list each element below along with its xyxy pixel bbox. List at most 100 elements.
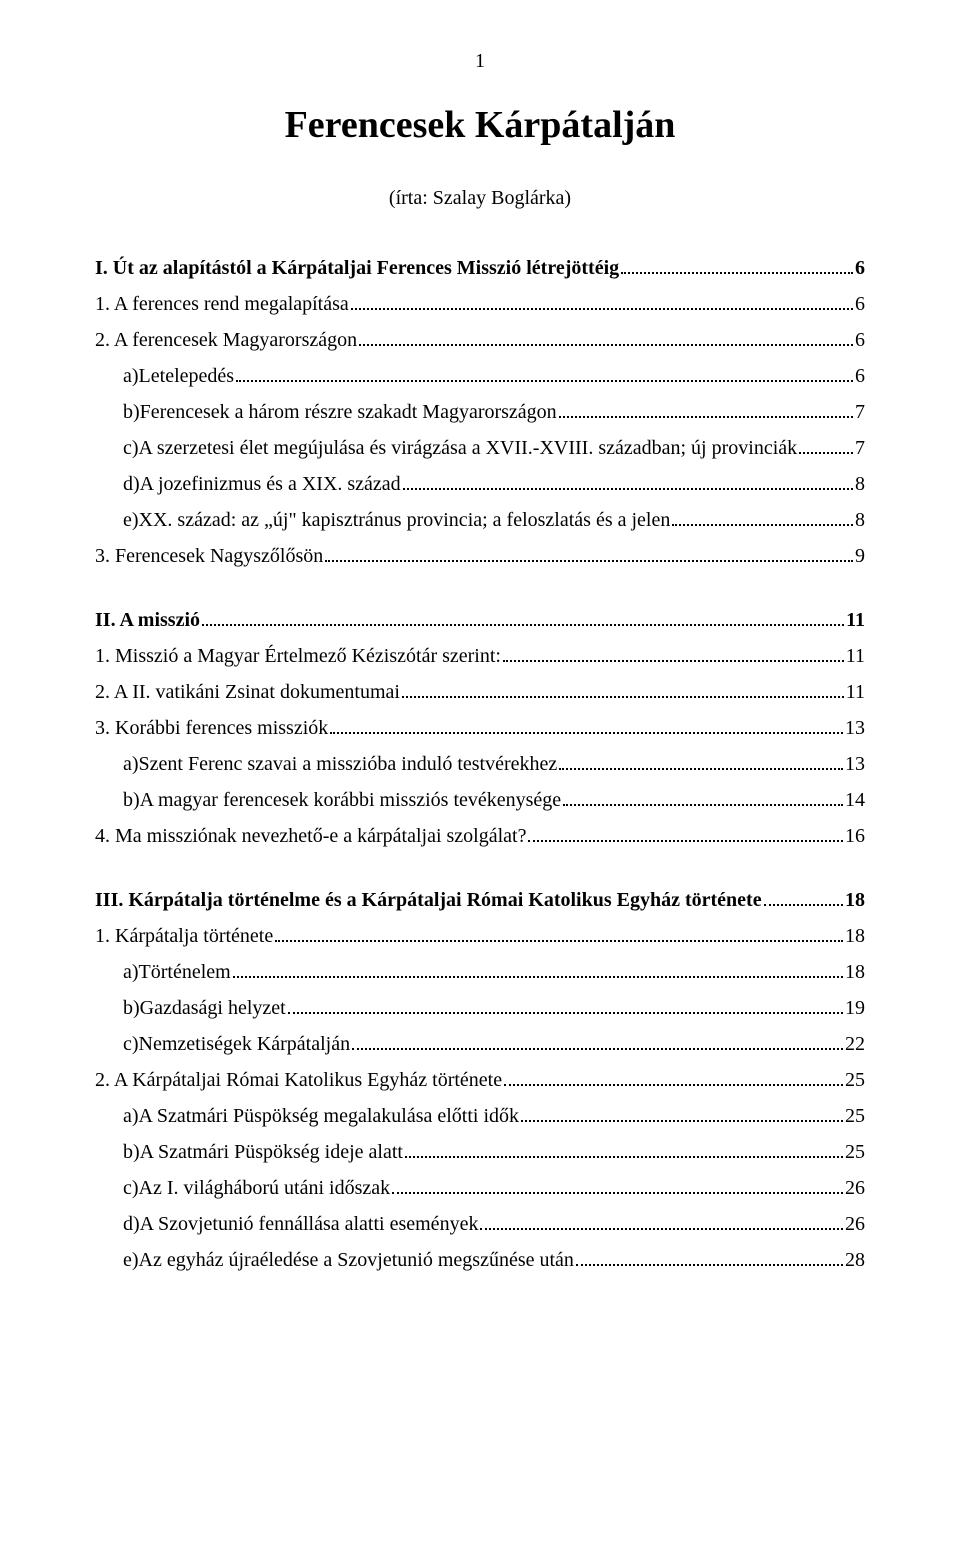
toc-entry-page: 19 <box>845 990 865 1026</box>
toc-entry-label: b)Ferencesek a három részre szakadt Magy… <box>123 394 557 430</box>
toc-entry-page: 11 <box>846 638 865 674</box>
toc-dots <box>352 1048 843 1050</box>
toc-entry-label: e)XX. század: az „új" kapisztránus provi… <box>123 502 670 538</box>
toc-entry-page: 11 <box>846 674 865 710</box>
toc-dots <box>392 1192 843 1194</box>
toc-dots <box>504 1084 843 1086</box>
toc-entry-page: 8 <box>855 466 865 502</box>
toc-entry-label: c)A szerzetesi élet megújulása és virágz… <box>123 430 797 466</box>
toc-entry-label: c)Az I. világháború utáni időszak <box>123 1170 390 1206</box>
toc-entry-page: 16 <box>845 818 865 854</box>
toc-entry-label: c)Nemzetiségek Kárpátalján <box>123 1026 350 1062</box>
toc-entry-page: 25 <box>845 1098 865 1134</box>
section-gap <box>95 854 865 882</box>
toc-entry: b)Ferencesek a három részre szakadt Magy… <box>95 394 865 430</box>
toc-dots <box>359 344 853 346</box>
toc-entry: III. Kárpátalja történelme és a Kárpátal… <box>95 882 865 918</box>
toc-entry-label: 2. A II. vatikáni Zsinat dokumentumai <box>95 674 400 710</box>
toc-entry-label: I. Út az alapítástól a Kárpátaljai Feren… <box>95 250 619 286</box>
toc-entry-label: 2. A Kárpátaljai Római Katolikus Egyház … <box>95 1062 502 1098</box>
toc-entry: 1. Kárpátalja története 18 <box>95 918 865 954</box>
toc-entry-page: 18 <box>845 882 865 918</box>
page-number: 1 <box>95 50 865 73</box>
toc-entry-label: 1. Kárpátalja története <box>95 918 273 954</box>
toc-entry: a)Szent Ferenc szavai a misszióba induló… <box>95 746 865 782</box>
toc-dots <box>621 272 853 274</box>
toc-entry-page: 7 <box>855 430 865 466</box>
document-page: 1 Ferencesek Kárpátalján (írta: Szalay B… <box>0 0 960 1551</box>
toc-dots <box>402 696 844 698</box>
toc-entry-label: III. Kárpátalja történelme és a Kárpátal… <box>95 882 762 918</box>
toc-entry-page: 14 <box>845 782 865 818</box>
toc-dots <box>325 560 853 562</box>
section-gap <box>95 574 865 602</box>
toc-entry-label: b)A magyar ferencesek korábbi missziós t… <box>123 782 561 818</box>
toc-entry: e)Az egyház újraéledése a Szovjetunió me… <box>95 1242 865 1278</box>
toc-entry-page: 9 <box>855 538 865 574</box>
toc-entry-label: a)Történelem <box>123 954 231 990</box>
toc-dots <box>576 1264 843 1266</box>
toc-entry-page: 28 <box>845 1242 865 1278</box>
toc-entry-page: 22 <box>845 1026 865 1062</box>
toc-entry-page: 25 <box>845 1134 865 1170</box>
toc-entry: 2. A ferencesek Magyarországon 6 <box>95 322 865 358</box>
toc-entry: d)A jozefinizmus és a XIX. század 8 <box>95 466 865 502</box>
toc-entry-page: 6 <box>855 322 865 358</box>
toc-dots <box>405 1156 843 1158</box>
toc-dots <box>563 804 843 806</box>
toc-entry-page: 18 <box>845 954 865 990</box>
toc-dots <box>480 1228 843 1230</box>
toc-entry-label: 1. A ferences rend megalapítása <box>95 286 349 322</box>
toc-dots <box>351 308 853 310</box>
toc-entry: b)Gazdasági helyzet 19 <box>95 990 865 1026</box>
toc-entry-label: 3. Ferencesek Nagyszőlősön <box>95 538 323 574</box>
toc-entry: a)Letelepedés 6 <box>95 358 865 394</box>
toc-entry: a)A Szatmári Püspökség megalakulása előt… <box>95 1098 865 1134</box>
toc-entry: 2. A Kárpátaljai Római Katolikus Egyház … <box>95 1062 865 1098</box>
toc-entry: 3. Ferencesek Nagyszőlősön 9 <box>95 538 865 574</box>
toc-entry-label: b)Gazdasági helyzet <box>123 990 286 1026</box>
toc-entry: 3. Korábbi ferences missziók 13 <box>95 710 865 746</box>
document-author: (írta: Szalay Boglárka) <box>95 187 865 210</box>
toc-entry: II. A misszió 11 <box>95 602 865 638</box>
toc-entry: 1. A ferences rend megalapítása6 <box>95 286 865 322</box>
toc-entry-page: 18 <box>845 918 865 954</box>
toc-dots <box>799 452 853 454</box>
toc-entry-label: II. A misszió <box>95 602 200 638</box>
toc-dots <box>330 732 843 734</box>
toc-entry-page: 11 <box>846 602 865 638</box>
toc-entry-label: e)Az egyház újraéledése a Szovjetunió me… <box>123 1242 574 1278</box>
toc-entry-label: d)A Szovjetunió fennállása alatti esemén… <box>123 1206 478 1242</box>
toc-entry-page: 26 <box>845 1170 865 1206</box>
toc-entry-page: 13 <box>845 710 865 746</box>
toc-entry-label: 2. A ferencesek Magyarországon <box>95 322 357 358</box>
toc-entry: b)A magyar ferencesek korábbi missziós t… <box>95 782 865 818</box>
toc-entry-label: 3. Korábbi ferences missziók <box>95 710 328 746</box>
table-of-contents: I. Út az alapítástól a Kárpátaljai Feren… <box>95 250 865 1278</box>
toc-entry: I. Út az alapítástól a Kárpátaljai Feren… <box>95 250 865 286</box>
toc-entry: b)A Szatmári Püspökség ideje alatt 25 <box>95 1134 865 1170</box>
toc-dots <box>233 976 843 978</box>
toc-dots <box>275 940 843 942</box>
toc-entry-page: 26 <box>845 1206 865 1242</box>
toc-dots <box>559 768 843 770</box>
toc-entry-label: a)Letelepedés <box>123 358 234 394</box>
toc-dots <box>672 524 853 526</box>
toc-entry-label: 1. Misszió a Magyar Értelmező Kéziszótár… <box>95 638 501 674</box>
toc-dots <box>403 488 853 490</box>
toc-entry-label: d)A jozefinizmus és a XIX. század <box>123 466 401 502</box>
toc-dots <box>559 416 853 418</box>
toc-dots <box>236 380 853 382</box>
toc-dots <box>202 624 844 626</box>
toc-entry-page: 6 <box>855 250 865 286</box>
toc-entry-page: 25 <box>845 1062 865 1098</box>
toc-entry-page: 6 <box>855 358 865 394</box>
toc-entry-page: 13 <box>845 746 865 782</box>
toc-dots <box>521 1120 843 1122</box>
toc-entry-label: b)A Szatmári Püspökség ideje alatt <box>123 1134 403 1170</box>
toc-entry: 4. Ma missziónak nevezhető-e a kárpátalj… <box>95 818 865 854</box>
toc-entry: 2. A II. vatikáni Zsinat dokumentumai 11 <box>95 674 865 710</box>
toc-entry: 1. Misszió a Magyar Értelmező Kéziszótár… <box>95 638 865 674</box>
toc-entry-label: a)A Szatmári Püspökség megalakulása előt… <box>123 1098 519 1134</box>
toc-entry: c)Nemzetiségek Kárpátalján 22 <box>95 1026 865 1062</box>
